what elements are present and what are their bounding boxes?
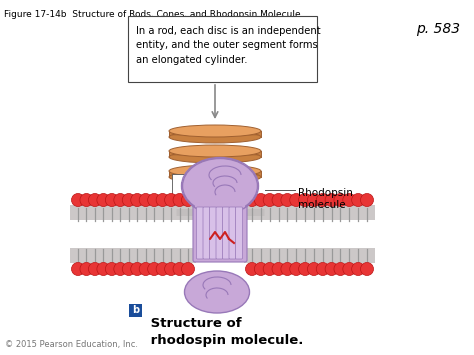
- Circle shape: [72, 193, 84, 207]
- Circle shape: [281, 193, 294, 207]
- Circle shape: [156, 262, 169, 275]
- Circle shape: [334, 193, 347, 207]
- Circle shape: [290, 262, 303, 275]
- Circle shape: [139, 193, 152, 207]
- Circle shape: [122, 193, 135, 207]
- Circle shape: [255, 262, 267, 275]
- Text: Rhodopsin
molecule: Rhodopsin molecule: [298, 188, 353, 209]
- Circle shape: [325, 193, 338, 207]
- Circle shape: [182, 193, 194, 207]
- Text: Figure 17-14b  Structure of Rods, Cones, and Rhodopsin Molecule: Figure 17-14b Structure of Rods, Cones, …: [4, 10, 301, 19]
- Circle shape: [325, 262, 338, 275]
- Ellipse shape: [169, 151, 261, 163]
- Polygon shape: [70, 205, 196, 220]
- FancyBboxPatch shape: [195, 177, 245, 253]
- Circle shape: [255, 193, 267, 207]
- FancyBboxPatch shape: [210, 207, 217, 259]
- Polygon shape: [70, 248, 196, 263]
- Circle shape: [139, 262, 152, 275]
- Circle shape: [131, 193, 144, 207]
- Circle shape: [308, 193, 320, 207]
- Circle shape: [290, 193, 303, 207]
- Circle shape: [105, 262, 118, 275]
- Circle shape: [148, 262, 161, 275]
- Ellipse shape: [169, 131, 261, 143]
- FancyBboxPatch shape: [193, 178, 247, 262]
- Circle shape: [263, 262, 276, 275]
- Circle shape: [272, 193, 285, 207]
- Circle shape: [173, 262, 186, 275]
- Polygon shape: [244, 205, 375, 220]
- FancyBboxPatch shape: [236, 207, 243, 259]
- Circle shape: [80, 262, 93, 275]
- Ellipse shape: [169, 165, 261, 177]
- FancyBboxPatch shape: [222, 207, 229, 259]
- Text: b: b: [132, 305, 139, 315]
- Circle shape: [246, 193, 258, 207]
- Circle shape: [316, 262, 329, 275]
- Circle shape: [361, 262, 374, 275]
- Circle shape: [173, 193, 186, 207]
- Circle shape: [97, 193, 110, 207]
- Circle shape: [148, 193, 161, 207]
- Text: Structure of
 rhodospin molecule.: Structure of rhodospin molecule.: [146, 317, 303, 347]
- Circle shape: [343, 193, 356, 207]
- Circle shape: [299, 193, 311, 207]
- Circle shape: [352, 262, 365, 275]
- Circle shape: [164, 193, 178, 207]
- Circle shape: [263, 193, 276, 207]
- FancyBboxPatch shape: [216, 207, 223, 259]
- Circle shape: [72, 262, 84, 275]
- FancyBboxPatch shape: [128, 16, 317, 82]
- Polygon shape: [169, 151, 261, 157]
- FancyBboxPatch shape: [197, 207, 203, 259]
- Circle shape: [299, 262, 311, 275]
- Polygon shape: [169, 171, 261, 177]
- Circle shape: [343, 262, 356, 275]
- FancyBboxPatch shape: [129, 304, 143, 317]
- Circle shape: [308, 262, 320, 275]
- Circle shape: [156, 193, 169, 207]
- Circle shape: [334, 262, 347, 275]
- Circle shape: [122, 262, 135, 275]
- Ellipse shape: [169, 171, 261, 183]
- Text: © 2015 Pearson Education, Inc.: © 2015 Pearson Education, Inc.: [5, 340, 138, 349]
- Circle shape: [182, 262, 194, 275]
- Circle shape: [272, 262, 285, 275]
- Circle shape: [164, 262, 178, 275]
- Circle shape: [316, 193, 329, 207]
- FancyBboxPatch shape: [229, 207, 236, 259]
- Text: p. 583: p. 583: [416, 22, 460, 36]
- Circle shape: [281, 262, 294, 275]
- Polygon shape: [244, 248, 375, 263]
- Circle shape: [89, 262, 101, 275]
- Ellipse shape: [169, 125, 261, 137]
- Circle shape: [361, 193, 374, 207]
- Circle shape: [246, 262, 258, 275]
- Text: b: b: [181, 182, 185, 188]
- Circle shape: [80, 193, 93, 207]
- Circle shape: [105, 193, 118, 207]
- Circle shape: [114, 193, 127, 207]
- Circle shape: [352, 193, 365, 207]
- FancyBboxPatch shape: [203, 207, 210, 259]
- Circle shape: [114, 262, 127, 275]
- Text: In a rod, each disc is an independent
entity, and the outer segment forms
an elo: In a rod, each disc is an independent en…: [136, 26, 320, 65]
- Circle shape: [131, 262, 144, 275]
- Circle shape: [97, 262, 110, 275]
- Ellipse shape: [182, 158, 257, 213]
- Ellipse shape: [169, 145, 261, 157]
- Ellipse shape: [184, 271, 249, 313]
- Polygon shape: [169, 131, 261, 137]
- Circle shape: [89, 193, 101, 207]
